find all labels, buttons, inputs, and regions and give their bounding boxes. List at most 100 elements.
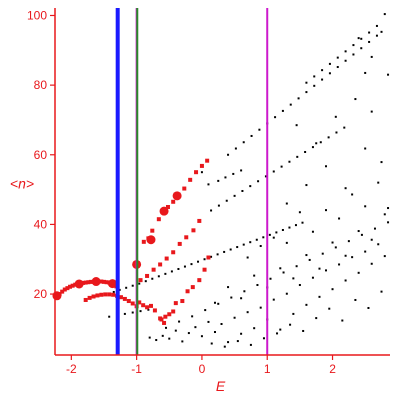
data-point-red [185, 289, 190, 294]
data-point-black [250, 134, 253, 137]
data-point-black [383, 13, 386, 16]
x-axis-title: E [216, 378, 226, 394]
x-tick-label: -1 [131, 362, 142, 376]
data-point-black [227, 341, 230, 344]
data-point-black [285, 292, 288, 295]
data-point-black [220, 323, 223, 326]
data-point-black [354, 98, 357, 101]
data-point-black [268, 233, 271, 236]
data-point-red [70, 283, 75, 288]
data-point-black [131, 284, 134, 287]
data-point-black [259, 306, 262, 309]
data-point-red-large [146, 235, 156, 245]
data-point-black [305, 254, 308, 257]
data-point-black [253, 274, 256, 277]
data-point-black [331, 241, 334, 244]
data-point-red [107, 292, 112, 297]
data-point-black [210, 209, 213, 212]
data-point-black [328, 72, 331, 75]
data-point-black [338, 263, 341, 266]
data-point-red [118, 295, 123, 300]
data-point-black [227, 286, 230, 289]
data-point-black [203, 258, 206, 261]
data-point-black [281, 228, 284, 231]
data-point-black [275, 231, 278, 234]
data-point-black [315, 317, 318, 320]
data-point-black [311, 146, 314, 149]
y-tick-label: 60 [34, 148, 48, 162]
data-point-black [325, 269, 328, 272]
data-point-black [311, 276, 314, 279]
data-point-black [246, 311, 249, 314]
data-point-black [190, 263, 193, 266]
data-point-black [305, 303, 308, 306]
data-point-black [168, 337, 171, 340]
data-point-black [375, 24, 378, 27]
data-point-red [167, 312, 172, 317]
data-point-red [156, 217, 161, 222]
data-point-red [103, 292, 108, 297]
data-point-black [213, 331, 216, 334]
data-point-black [229, 248, 232, 251]
data-point-black [213, 301, 216, 304]
data-point-red [202, 267, 207, 272]
data-point-red [171, 309, 176, 314]
data-point-black [258, 128, 261, 131]
data-point-black [217, 204, 220, 207]
data-point-red [194, 170, 199, 175]
data-point-black [325, 209, 328, 212]
data-point-red [188, 177, 193, 182]
data-point-black [183, 265, 186, 268]
data-point-black [344, 59, 347, 62]
data-point-black [327, 136, 330, 139]
data-point-black [351, 256, 354, 259]
data-point-black [217, 179, 220, 182]
data-point-red [145, 273, 150, 278]
data-point-red [83, 297, 88, 302]
data-point-black [336, 66, 339, 69]
data-point-black [262, 236, 265, 239]
data-point-red [152, 308, 157, 313]
data-point-black [336, 56, 339, 59]
data-point-black [380, 161, 383, 164]
data-point-black [255, 238, 258, 241]
data-point-black [155, 339, 158, 342]
data-point-black [272, 236, 275, 239]
data-point-red [150, 228, 155, 233]
data-point-black [281, 109, 284, 112]
data-point-black [357, 271, 360, 274]
data-point-black [269, 277, 272, 280]
data-point-black [298, 211, 301, 214]
data-point-black [204, 309, 207, 312]
data-point-black [240, 169, 243, 172]
data-point-black [298, 284, 301, 287]
data-point-black [373, 227, 376, 230]
data-point-red [104, 280, 109, 285]
data-point-black [387, 207, 390, 210]
data-point-black [301, 221, 304, 224]
data-point-red [206, 255, 211, 260]
data-point-black [360, 233, 363, 236]
data-point-red [101, 279, 106, 284]
data-point-black [207, 320, 210, 323]
data-point-black [289, 103, 292, 106]
data-point-black [305, 81, 308, 84]
data-point-black [285, 241, 288, 244]
data-point-red [173, 301, 178, 306]
data-point-black [321, 78, 324, 81]
data-point-red [86, 280, 91, 285]
data-point-black [368, 31, 371, 34]
data-point-black [295, 124, 298, 127]
data-point-black [210, 255, 213, 258]
data-point-black [108, 315, 111, 318]
data-point-black [331, 288, 334, 291]
data-point-black [191, 315, 194, 318]
data-point-black [131, 311, 134, 314]
data-point-black [334, 115, 337, 118]
data-point-red [164, 256, 169, 261]
data-point-black [262, 337, 265, 340]
data-point-red [87, 295, 92, 300]
data-point-red [68, 284, 73, 289]
